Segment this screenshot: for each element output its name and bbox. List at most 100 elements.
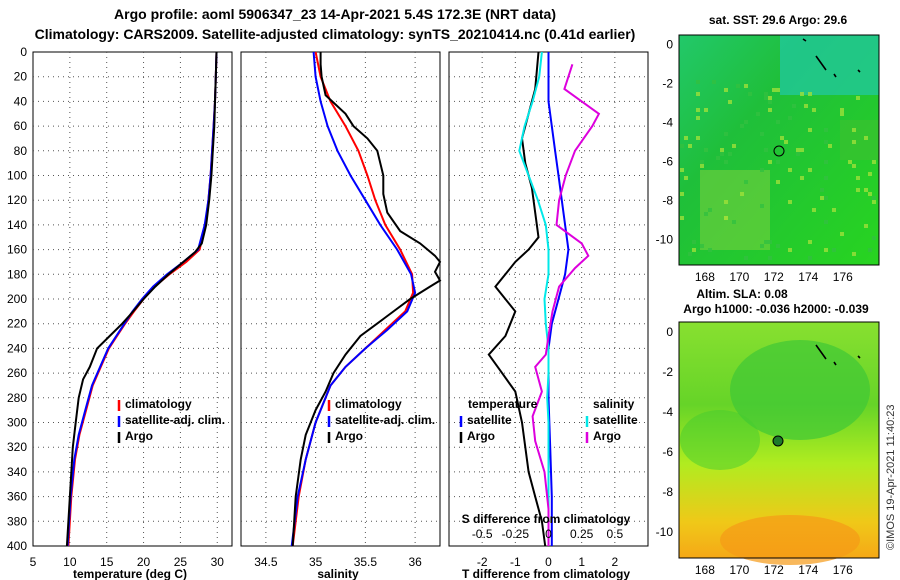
sst-pixel bbox=[788, 248, 792, 252]
sst-pixel bbox=[864, 136, 868, 140]
series-line-argo bbox=[291, 52, 442, 547]
sst-pixel bbox=[788, 116, 792, 120]
y-tick-label: 280 bbox=[7, 391, 27, 405]
sst-pixel bbox=[760, 168, 764, 172]
series-line-argo bbox=[65, 51, 218, 547]
x-tick-label: 5 bbox=[30, 555, 37, 569]
sst-pixel bbox=[824, 160, 828, 164]
sla-map-warm-blob bbox=[720, 515, 860, 565]
map-y-tick-label: -8 bbox=[662, 485, 673, 499]
sst-pixel bbox=[800, 176, 804, 180]
sst-pixel bbox=[796, 148, 800, 152]
sst-pixel bbox=[792, 104, 796, 108]
series-line-satellite-adj-clim- bbox=[66, 51, 218, 547]
sst-pixel bbox=[824, 196, 828, 200]
x-tick-label: 35.5 bbox=[354, 555, 378, 569]
sst-pixel bbox=[764, 96, 768, 100]
y-tick-label: 0 bbox=[20, 45, 27, 59]
y-tick-label: 320 bbox=[7, 440, 27, 454]
map-y-tick-label: 0 bbox=[666, 325, 673, 339]
map-x-tick-label: 176 bbox=[833, 270, 853, 284]
sst-pixel bbox=[808, 168, 812, 172]
top-x-tick-label: -0.5 bbox=[472, 527, 493, 541]
sst-map-frame bbox=[678, 34, 880, 266]
sst-pixel bbox=[852, 140, 856, 144]
salinity-legend: climatology satellite-adj. clim. Argo bbox=[327, 397, 435, 443]
sst-pixel bbox=[696, 136, 700, 140]
sst-pixel bbox=[808, 128, 812, 132]
sst-pixel bbox=[688, 252, 692, 256]
sst-pixel bbox=[840, 232, 844, 236]
sst-pixel bbox=[840, 108, 844, 112]
salinity-difference-axis-label: S difference from climatology bbox=[462, 512, 631, 526]
sst-pixel bbox=[700, 164, 704, 168]
legend-label-temp-satellite: satellite bbox=[467, 413, 512, 427]
x-tick-label: 0 bbox=[545, 555, 552, 569]
sst-pixel bbox=[768, 108, 772, 112]
sst-pixel bbox=[768, 96, 772, 100]
sst-pixel bbox=[864, 224, 868, 228]
sst-pixel bbox=[868, 192, 872, 196]
top-x-tick-label: -0.25 bbox=[502, 527, 530, 541]
sst-pixel bbox=[740, 192, 744, 196]
sst-pixel bbox=[768, 240, 772, 244]
map-y-tick-label: -2 bbox=[662, 77, 673, 91]
sst-pixel bbox=[736, 84, 740, 88]
x-tick-label: 30 bbox=[211, 555, 225, 569]
map-x-tick-label: 170 bbox=[729, 563, 749, 577]
sst-pixel bbox=[744, 120, 748, 124]
sst-pixel bbox=[788, 168, 792, 172]
sla-map-green-blob bbox=[680, 410, 760, 470]
sst-pixel bbox=[768, 100, 772, 104]
sst-pixel bbox=[768, 160, 772, 164]
map-x-tick-label: 172 bbox=[764, 563, 784, 577]
sst-pixel bbox=[772, 88, 776, 92]
sst-pixel bbox=[868, 172, 872, 176]
sla-map-argo-marker bbox=[772, 435, 784, 447]
map-x-tick-label: 176 bbox=[833, 563, 853, 577]
sst-pixel bbox=[808, 256, 812, 260]
map-y-tick-label: -4 bbox=[662, 405, 673, 419]
sst-pixel bbox=[708, 248, 712, 252]
legend-label-satellite-adj: satellite-adj. clim. bbox=[125, 413, 225, 427]
series-line-salinity-satellite bbox=[518, 51, 550, 546]
sst-pixel bbox=[804, 104, 808, 108]
sla-map-island-chain bbox=[815, 344, 861, 366]
sst-pixel bbox=[812, 208, 816, 212]
tick-layer: 5 10 15 20 25 30 34.5 35 35.5 36 -2 -1 0 1 2 -0.5 -0.25 0… bbox=[7, 45, 624, 569]
sst-pixel bbox=[680, 192, 684, 196]
sst-pixel bbox=[852, 252, 856, 256]
legend-label-argo: Argo bbox=[125, 429, 153, 443]
sst-pixel bbox=[788, 200, 792, 204]
sst-pixel bbox=[700, 160, 704, 164]
sst-pixel bbox=[724, 200, 728, 204]
series-layer bbox=[65, 51, 601, 547]
sst-pixel bbox=[856, 176, 860, 180]
sst-pixel bbox=[760, 132, 764, 136]
y-tick-label: 160 bbox=[7, 243, 27, 257]
sst-pixel bbox=[744, 84, 748, 88]
sst-pixel bbox=[824, 128, 828, 132]
x-tick-label: 34.5 bbox=[254, 555, 278, 569]
x-tick-label: 10 bbox=[63, 555, 77, 569]
sla-map bbox=[678, 321, 880, 565]
map-y-tick-label: -4 bbox=[662, 116, 673, 130]
sla-map-green-blob bbox=[730, 340, 870, 440]
difference-legend-temperature: temperature satellite Argo bbox=[459, 397, 538, 443]
sst-pixel bbox=[820, 196, 824, 200]
sst-pixel bbox=[864, 188, 868, 192]
sst-pixel bbox=[872, 200, 876, 204]
x-tick-label: -1 bbox=[510, 555, 521, 569]
sst-pixel bbox=[824, 220, 828, 224]
sst-map-argo-marker bbox=[773, 145, 785, 157]
sst-map-warm-patch bbox=[780, 35, 879, 95]
sst-pixel bbox=[744, 180, 748, 184]
legend-label-temp-argo: Argo bbox=[467, 429, 495, 443]
sst-pixel bbox=[856, 96, 860, 100]
sst-map-speckle bbox=[680, 80, 876, 260]
sst-pixel bbox=[840, 112, 844, 116]
series-line-temperature-argo bbox=[487, 51, 547, 547]
temperature-axis-label: temperature (deg C) bbox=[73, 567, 187, 580]
sst-pixel bbox=[732, 144, 736, 148]
sst-pixel bbox=[724, 132, 728, 136]
